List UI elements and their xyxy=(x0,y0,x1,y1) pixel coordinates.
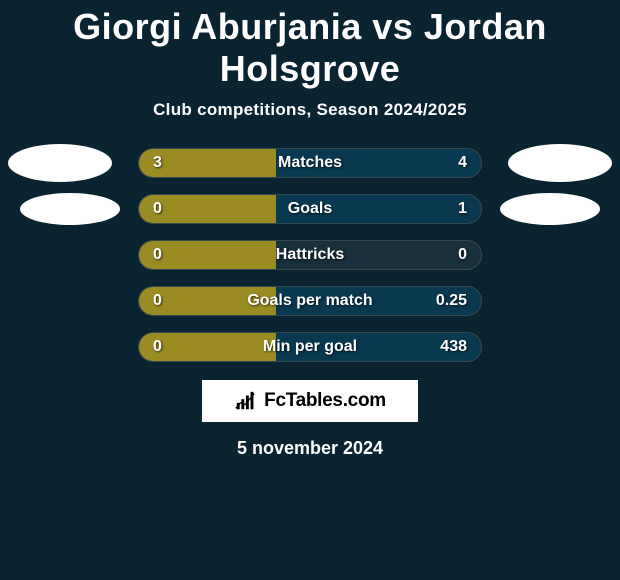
stat-value-left: 3 xyxy=(153,154,162,172)
player-avatar-left xyxy=(8,144,112,182)
stat-label: Min per goal xyxy=(263,338,357,356)
stat-value-right: 1 xyxy=(458,200,467,218)
stat-value-left: 0 xyxy=(153,200,162,218)
stat-label: Goals xyxy=(288,200,332,218)
stat-value-right: 4 xyxy=(458,154,467,172)
stat-value-right: 438 xyxy=(440,338,467,356)
logo-text: FcTables.com xyxy=(264,390,386,412)
stat-row: 0 Goals per match 0.25 xyxy=(0,286,620,316)
stat-bar: 0 Goals per match 0.25 xyxy=(138,286,482,316)
stat-value-left: 0 xyxy=(153,292,162,310)
stat-label: Hattricks xyxy=(276,246,344,264)
page-title: Giorgi Aburjania vs Jordan Holsgrove xyxy=(0,0,620,90)
stat-value-left: 0 xyxy=(153,246,162,264)
player-avatar-right xyxy=(500,193,600,225)
player-avatar-right xyxy=(508,144,612,182)
stat-row: 0 Goals 1 xyxy=(0,194,620,224)
stat-value-right: 0 xyxy=(458,246,467,264)
stat-bar: 0 Min per goal 438 xyxy=(138,332,482,362)
logo-box: FcTables.com xyxy=(202,380,418,422)
page-subtitle: Club competitions, Season 2024/2025 xyxy=(0,100,620,120)
stat-bar: 3 Matches 4 xyxy=(138,148,482,178)
stat-bar: 0 Hattricks 0 xyxy=(138,240,482,270)
player-avatar-left xyxy=(20,193,120,225)
stat-row: 0 Hattricks 0 xyxy=(0,240,620,270)
stat-row: 3 Matches 4 xyxy=(0,148,620,178)
bar-chart-icon xyxy=(234,390,256,412)
stat-label: Goals per match xyxy=(247,292,372,310)
stat-bar: 0 Goals 1 xyxy=(138,194,482,224)
stats-chart: 3 Matches 4 0 Goals 1 0 Hattricks 0 0 Goals per ma… xyxy=(0,148,620,362)
stat-row: 0 Min per goal 438 xyxy=(0,332,620,362)
stat-label: Matches xyxy=(278,154,342,172)
stat-value-right: 0.25 xyxy=(436,292,467,310)
footer-date: 5 november 2024 xyxy=(0,438,620,459)
stat-value-left: 0 xyxy=(153,338,162,356)
